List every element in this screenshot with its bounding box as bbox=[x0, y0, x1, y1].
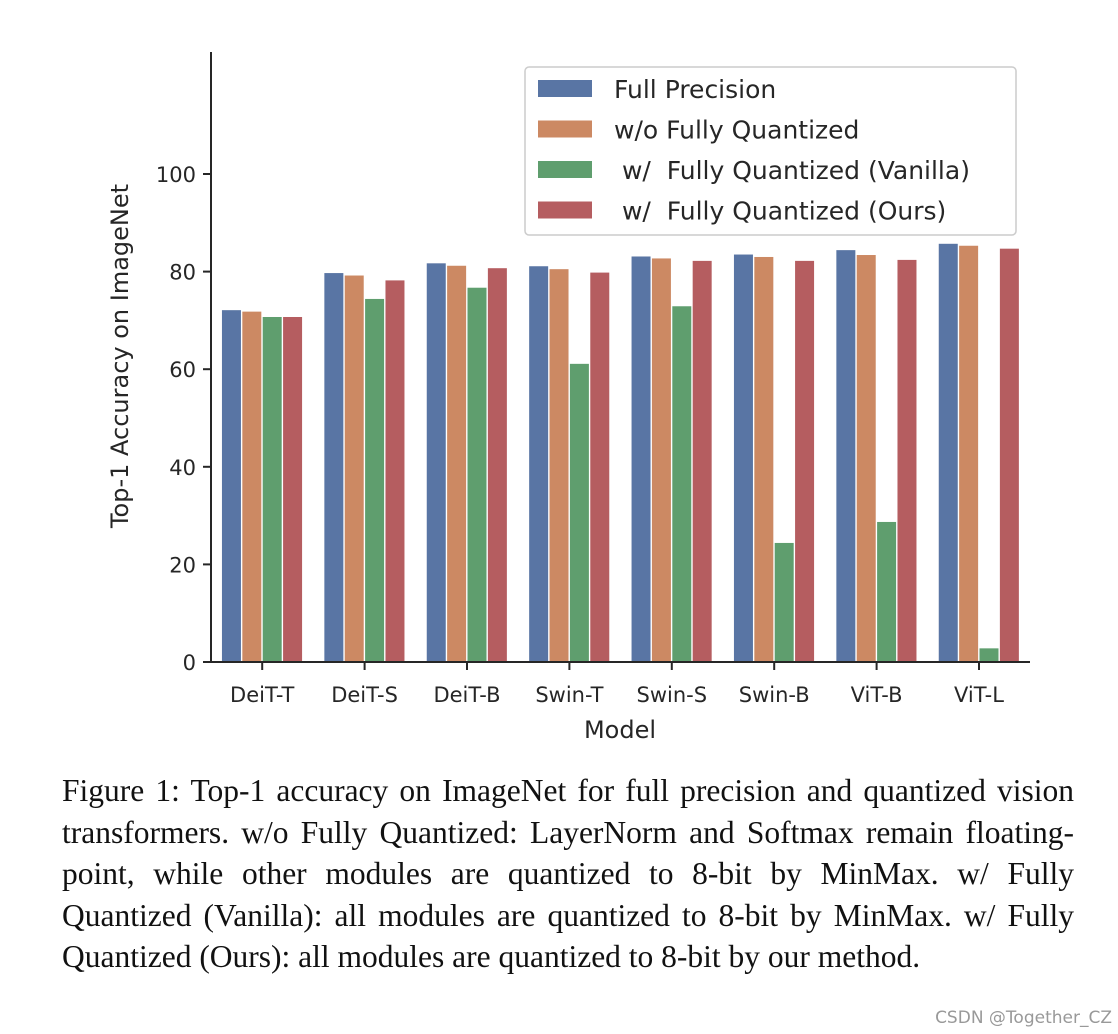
bar-chart: 0 20 40 60 80 100 DeiT-T DeiT-S DeiT-B Swin-T Swi… bbox=[106, 52, 1030, 744]
bar-DeiT-B-2 bbox=[466, 286, 488, 663]
figure-caption: Figure 1: Top-1 accuracy on ImageNet for… bbox=[62, 773, 1074, 974]
bar-Swin-B-0 bbox=[732, 253, 754, 663]
legend-label: w/o Fully Quantized bbox=[614, 116, 859, 145]
y-tick-label: 100 bbox=[156, 163, 196, 187]
x-tick-label: DeiT-T bbox=[230, 683, 294, 707]
bar-DeiT-T-0 bbox=[220, 309, 242, 663]
bar-DeiT-S-1 bbox=[343, 274, 365, 663]
x-tick-label: Swin-S bbox=[637, 683, 708, 707]
bar-ViT-L-2 bbox=[978, 647, 1000, 663]
bar-ViT-B-1 bbox=[855, 254, 877, 663]
legend: Full Precision w/o Fully Quantized w/ Ful… bbox=[524, 66, 1017, 236]
bar-DeiT-B-0 bbox=[425, 262, 447, 663]
x-tick-label: Swin-T bbox=[535, 683, 603, 707]
bar-ViT-L-1 bbox=[958, 244, 980, 663]
bar-ViT-L-0 bbox=[937, 242, 959, 663]
x-tick-label: DeiT-B bbox=[433, 683, 500, 707]
bar-Swin-S-0 bbox=[630, 255, 652, 663]
bar-Swin-B-3 bbox=[794, 259, 816, 663]
x-tick-label: ViT-L bbox=[954, 683, 1004, 707]
y-tick-label: 80 bbox=[169, 261, 196, 285]
legend-swatch bbox=[538, 201, 592, 219]
legend-swatch bbox=[538, 80, 592, 97]
bar-DeiT-T-1 bbox=[241, 310, 263, 663]
y-axis-label: Top-1 Accuracy on ImageNet bbox=[106, 184, 134, 529]
legend-label: Full Precision bbox=[614, 75, 776, 104]
bar-Swin-S-1 bbox=[650, 257, 672, 663]
y-tick-label: 0 bbox=[183, 651, 196, 675]
legend-label: w/ Fully Quantized (Ours) bbox=[614, 197, 946, 226]
bar-DeiT-S-3 bbox=[384, 279, 406, 663]
bar-DeiT-S-2 bbox=[364, 297, 386, 663]
bar-Swin-T-2 bbox=[568, 362, 590, 663]
bar-ViT-L-3 bbox=[998, 247, 1020, 663]
bar-ViT-B-3 bbox=[896, 258, 918, 663]
bar-DeiT-T-3 bbox=[282, 315, 304, 663]
bar-ViT-B-2 bbox=[876, 520, 898, 663]
bar-ViT-B-0 bbox=[835, 249, 857, 663]
bar-Swin-S-2 bbox=[671, 305, 693, 663]
y-tick-label: 20 bbox=[169, 553, 196, 577]
bar-Swin-B-2 bbox=[773, 541, 795, 663]
x-axis-label: Model bbox=[584, 716, 656, 744]
bar-Swin-S-3 bbox=[691, 259, 713, 663]
legend-swatch bbox=[538, 120, 592, 138]
x-tick-label: DeiT-S bbox=[331, 683, 398, 707]
legend-swatch bbox=[538, 161, 592, 178]
bar-DeiT-B-3 bbox=[486, 267, 508, 663]
bar-Swin-T-1 bbox=[548, 268, 570, 663]
x-tick-label: ViT-B bbox=[851, 683, 903, 707]
bar-Swin-B-1 bbox=[753, 255, 775, 663]
y-tick-label: 40 bbox=[169, 456, 196, 480]
watermark: CSDN @Together_CZ bbox=[935, 1008, 1112, 1028]
bar-Swin-T-0 bbox=[528, 265, 550, 663]
x-tick-label: Swin-B bbox=[739, 683, 810, 707]
legend-label: w/ Fully Quantized (Vanilla) bbox=[614, 156, 970, 185]
bar-DeiT-S-0 bbox=[323, 272, 345, 663]
bar-DeiT-B-1 bbox=[446, 264, 468, 663]
bar-Swin-T-3 bbox=[589, 271, 611, 663]
y-tick-label: 60 bbox=[169, 358, 196, 382]
bar-DeiT-T-2 bbox=[261, 315, 283, 663]
